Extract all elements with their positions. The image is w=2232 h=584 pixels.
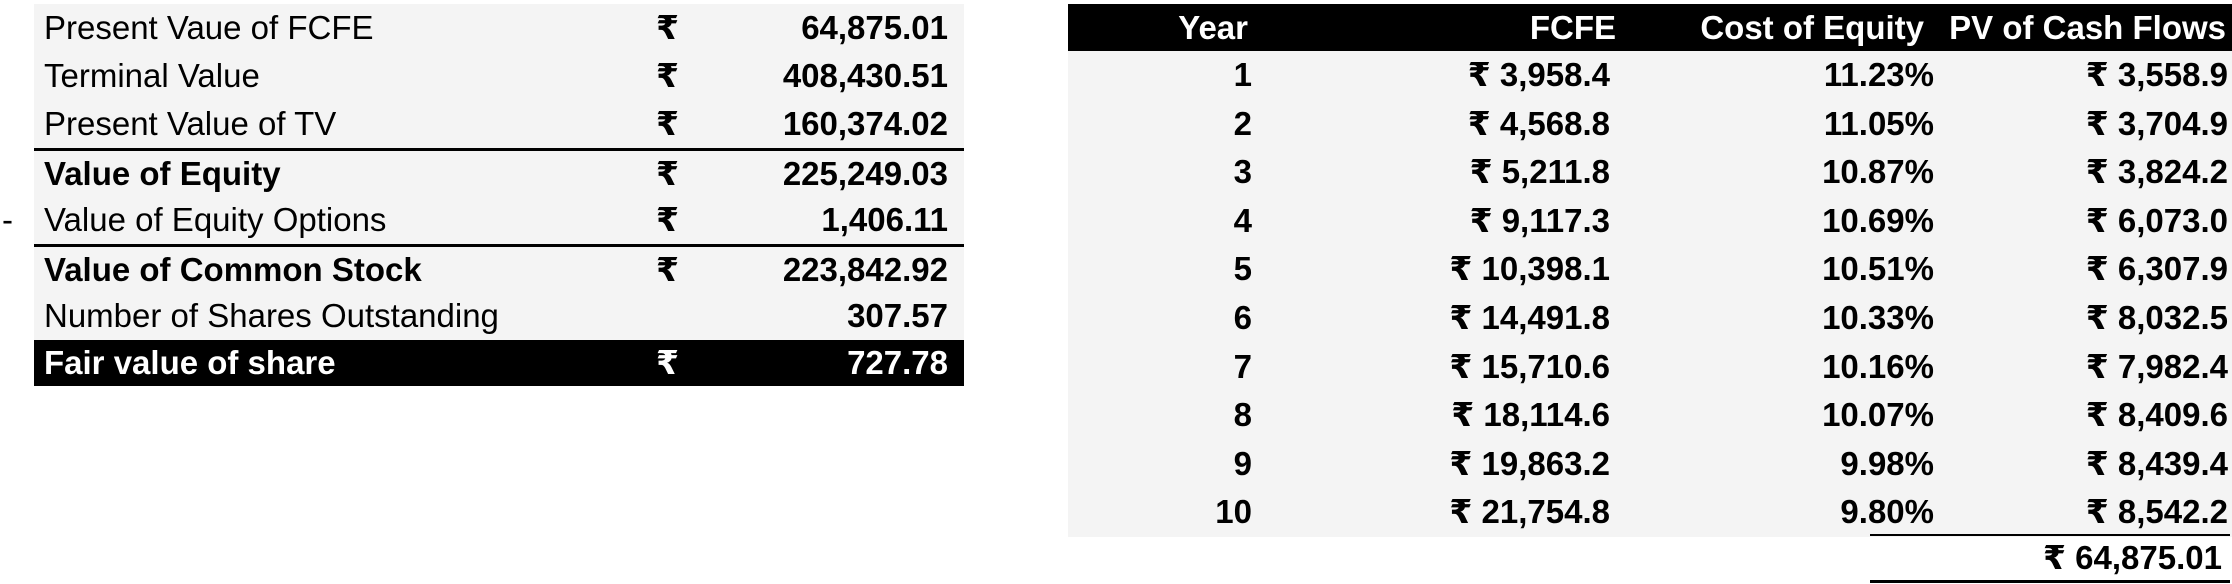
cell-pv: ₹ 6,073.0 <box>2085 201 2228 239</box>
summary-row-terminal-value: Terminal Value ₹ 408,430.51 <box>34 52 964 100</box>
table-row: 6 ₹ 14,491.8 10.33% ₹ 8,032.5 <box>1068 293 2232 343</box>
summary-value: 225,249.03 <box>782 155 948 192</box>
summary-value: 160,374.02 <box>782 105 948 142</box>
cell-year: 2 <box>1233 104 1252 142</box>
header-cost-of-equity: Cost of Equity <box>1700 9 1924 46</box>
cell-cost-of-equity: 10.51% <box>1822 250 1934 288</box>
table-row: 2 ₹ 4,568.8 11.05% ₹ 3,704.9 <box>1068 99 2232 149</box>
table-row: 5 ₹ 10,398.1 10.51% ₹ 6,307.9 <box>1068 245 2232 294</box>
summary-label: Terminal Value <box>44 57 260 94</box>
cell-year: 4 <box>1233 201 1252 239</box>
table-row: 4 ₹ 9,117.3 10.69% ₹ 6,073.0 <box>1068 196 2232 246</box>
cell-fcfe: ₹ 15,710.6 <box>1449 347 1610 385</box>
rupee-symbol: ₹ <box>656 105 679 142</box>
summary-value: 727.78 <box>847 344 948 381</box>
summary-row-pv-tv: Present Value of TV ₹ 160,374.02 <box>34 100 964 148</box>
cell-year: 7 <box>1233 347 1252 385</box>
header-pv-cash-flows: PV of Cash Flows <box>1949 9 2226 46</box>
cell-pv: ₹ 7,982.4 <box>2085 347 2228 385</box>
table-row: 10 ₹ 21,754.8 9.80% ₹ 8,542.2 <box>1068 488 2232 537</box>
summary-row-value-of-equity: Value of Equity ₹ 225,249.03 <box>34 148 964 196</box>
cell-cost-of-equity: 10.33% <box>1822 298 1934 336</box>
cell-fcfe: ₹ 14,491.8 <box>1449 298 1610 336</box>
cell-pv: ₹ 3,824.2 <box>2085 153 2228 191</box>
header-year: Year <box>1178 9 1248 46</box>
summary-value: 307.57 <box>847 297 948 334</box>
cell-cost-of-equity: 9.80% <box>1840 493 1934 531</box>
cell-pv: ₹ 3,558.9 <box>2085 56 2228 93</box>
rupee-symbol: ₹ <box>656 344 679 381</box>
cell-fcfe: ₹ 5,211.8 <box>1469 153 1610 191</box>
rupee-symbol: ₹ <box>656 251 679 288</box>
cell-fcfe: ₹ 21,754.8 <box>1449 493 1610 531</box>
cell-fcfe: ₹ 19,863.2 <box>1449 444 1610 482</box>
total-top-rule <box>1870 534 2230 536</box>
cell-pv: ₹ 8,032.5 <box>2085 298 2228 336</box>
rupee-symbol: ₹ <box>656 9 679 46</box>
valuation-summary-table: Present Vaue of FCFE ₹ 64,875.01 Termina… <box>34 4 964 386</box>
total-bottom-rule <box>1870 580 2230 583</box>
summary-label: Number of Shares Outstanding <box>44 297 499 334</box>
cell-pv: ₹ 8,439.4 <box>2085 444 2228 482</box>
cell-cost-of-equity: 10.07% <box>1822 396 1934 434</box>
cell-fcfe: ₹ 3,958.4 <box>1467 56 1610 93</box>
summary-label: Present Vaue of FCFE <box>44 9 374 46</box>
cell-year: 5 <box>1233 250 1252 288</box>
summary-row-fair-value: Fair value of share ₹ 727.78 <box>34 340 964 386</box>
cell-pv: ₹ 8,542.2 <box>2085 493 2228 531</box>
summary-row-pv-fcfe: Present Vaue of FCFE ₹ 64,875.01 <box>34 4 964 52</box>
cell-year: 3 <box>1233 153 1252 191</box>
summary-label: Fair value of share <box>44 344 336 381</box>
summary-row-equity-options: Value of Equity Options ₹ 1,406.11 <box>34 196 964 244</box>
cell-fcfe: ₹ 4,568.8 <box>1467 104 1610 142</box>
cell-pv: ₹ 8,409.6 <box>2085 396 2228 434</box>
cell-year: 6 <box>1233 298 1252 336</box>
summary-row-shares-outstanding: Number of Shares Outstanding 307.57 <box>34 292 964 340</box>
summary-label: Present Value of TV <box>44 105 337 142</box>
cell-cost-of-equity: 10.69% <box>1822 201 1934 239</box>
table-row: 1 ₹ 3,958.4 11.23% ₹ 3,558.9 <box>1068 51 2232 100</box>
table-row: 3 ₹ 5,211.8 10.87% ₹ 3,824.2 <box>1068 148 2232 197</box>
cell-year: 1 <box>1233 56 1252 93</box>
summary-label: Value of Common Stock <box>44 251 422 288</box>
summary-row-common-stock: Value of Common Stock ₹ 223,842.92 <box>34 244 964 292</box>
cell-pv: ₹ 6,307.9 <box>2085 250 2228 288</box>
cell-fcfe: ₹ 10,398.1 <box>1449 250 1610 288</box>
summary-value: 1,406.11 <box>821 201 948 238</box>
cell-cost-of-equity: 11.05% <box>1823 104 1934 142</box>
cell-fcfe: ₹ 18,114.6 <box>1451 396 1610 434</box>
summary-value: 64,875.01 <box>801 9 948 46</box>
cell-year: 9 <box>1233 444 1252 482</box>
rupee-symbol: ₹ <box>656 201 679 238</box>
table-header: Year FCFE Cost of Equity PV of Cash Flow… <box>1068 4 2232 51</box>
pv-total: ₹ 64,875.01 <box>2043 539 2222 576</box>
cell-cost-of-equity: 11.23% <box>1823 56 1934 93</box>
cell-cost-of-equity: 10.16% <box>1822 347 1934 385</box>
cell-pv: ₹ 3,704.9 <box>2085 104 2228 142</box>
summary-value: 223,842.92 <box>782 251 948 288</box>
cell-cost-of-equity: 10.87% <box>1822 153 1934 191</box>
minus-sign: - <box>2 201 13 238</box>
rupee-symbol: ₹ <box>656 155 679 192</box>
cash-flow-table: Year FCFE Cost of Equity PV of Cash Flow… <box>1068 4 2232 537</box>
table-row: 8 ₹ 18,114.6 10.07% ₹ 8,409.6 <box>1068 391 2232 440</box>
table-row: 7 ₹ 15,710.6 10.16% ₹ 7,982.4 <box>1068 342 2232 392</box>
cell-year: 8 <box>1233 396 1252 434</box>
cell-year: 10 <box>1215 493 1252 531</box>
rupee-symbol: ₹ <box>656 57 679 94</box>
header-fcfe: FCFE <box>1529 9 1616 46</box>
cell-fcfe: ₹ 9,117.3 <box>1469 201 1610 239</box>
cell-cost-of-equity: 9.98% <box>1840 444 1934 482</box>
summary-label: Value of Equity <box>44 155 281 192</box>
summary-value: 408,430.51 <box>782 57 948 94</box>
table-row: 9 ₹ 19,863.2 9.98% ₹ 8,439.4 <box>1068 439 2232 489</box>
summary-label: Value of Equity Options <box>44 201 387 238</box>
